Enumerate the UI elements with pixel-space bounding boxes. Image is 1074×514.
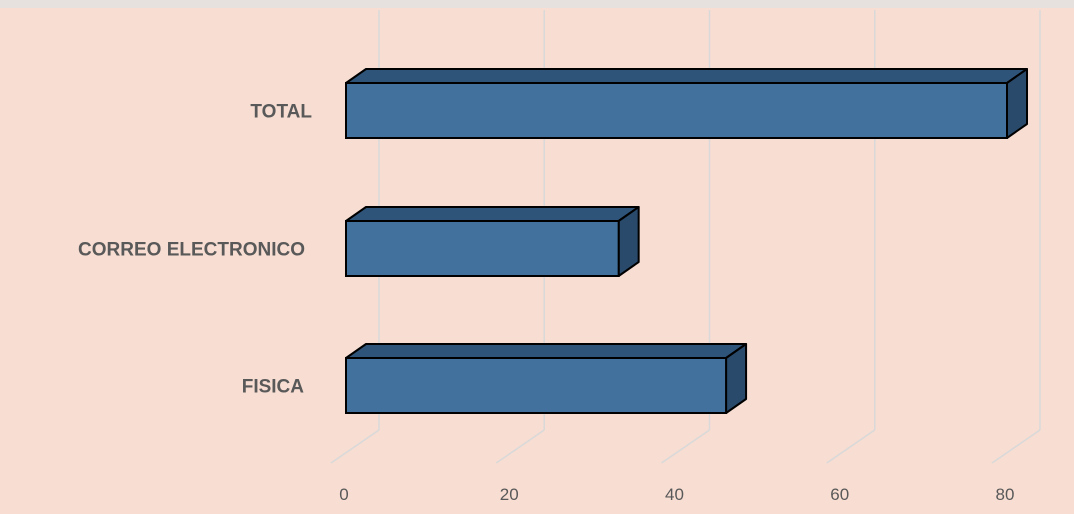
bar	[345, 343, 748, 414]
gridline-floor	[330, 429, 380, 464]
gridline-floor	[661, 429, 710, 464]
x-tick-label: 40	[665, 485, 684, 504]
category-label: FISICA	[242, 377, 305, 398]
x-axis-tick-labels: 0 20 40 60 80	[339, 485, 1014, 504]
category-label: TOTAL	[250, 102, 312, 123]
bar-top-face	[345, 68, 1028, 84]
bars	[345, 68, 1028, 414]
bar-front-face	[345, 220, 620, 277]
gridline-floor	[495, 429, 545, 464]
x-tick-label: 0	[339, 485, 348, 504]
x-tick-label: 80	[996, 485, 1015, 504]
gridline-floor	[991, 429, 1041, 464]
category-labels: TOTAL CORREO ELECTRONICO FISICA	[78, 102, 312, 398]
bar-front-face	[345, 82, 1008, 139]
category-label: CORREO ELECTRONICO	[78, 240, 305, 261]
bar-front-face	[345, 357, 728, 414]
x-tick-label: 20	[500, 485, 519, 504]
bar	[345, 206, 640, 277]
gridline-floor	[826, 429, 876, 464]
bar	[345, 68, 1028, 139]
bar-top-face	[345, 343, 748, 359]
x-tick-label: 60	[830, 485, 849, 504]
bar-top-face	[345, 206, 640, 222]
